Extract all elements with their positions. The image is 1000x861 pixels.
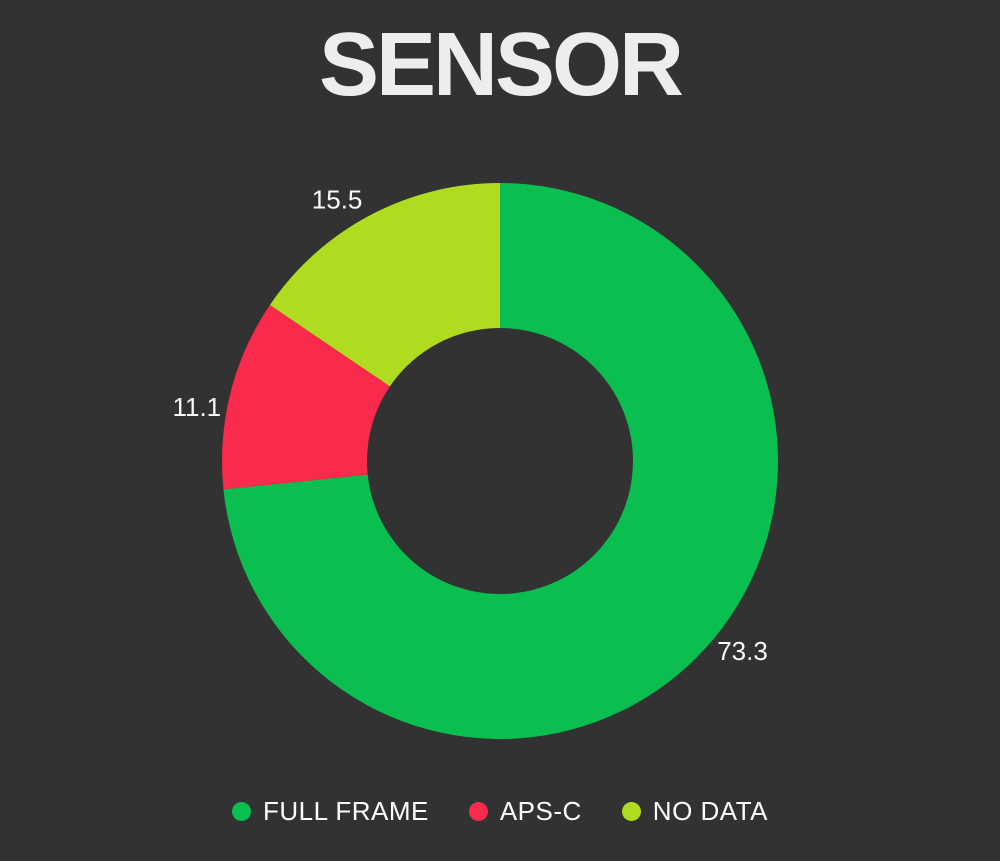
legend-swatch-aps-c-icon	[468, 802, 488, 821]
legend-label-aps-c: APS-C	[499, 796, 582, 826]
legend: FULL FRAME APS-C NO DATA	[0, 796, 1000, 827]
slice-value-label-aps-c: 11.1	[172, 392, 221, 422]
legend-item-no-data[interactable]: NO DATA	[621, 796, 769, 827]
legend-item-full-frame[interactable]: FULL FRAME	[231, 796, 429, 827]
donut-slice-no-data[interactable]	[269, 183, 500, 387]
legend-swatch-full-frame-icon	[231, 802, 251, 821]
slice-value-label-full-frame: 73.3	[717, 636, 768, 666]
legend-item-aps-c[interactable]: APS-C	[468, 796, 582, 827]
donut-slice-full-frame[interactable]	[223, 183, 778, 739]
chart-title: SENSOR	[318, 15, 684, 115]
slice-value-label-no-data: 15.5	[312, 185, 363, 215]
legend-label-no-data: NO DATA	[652, 796, 769, 826]
legend-label-full-frame: FULL FRAME	[262, 796, 429, 826]
legend-swatch-no-data-icon	[621, 802, 641, 821]
donut-slice-aps-c[interactable]	[222, 304, 390, 490]
